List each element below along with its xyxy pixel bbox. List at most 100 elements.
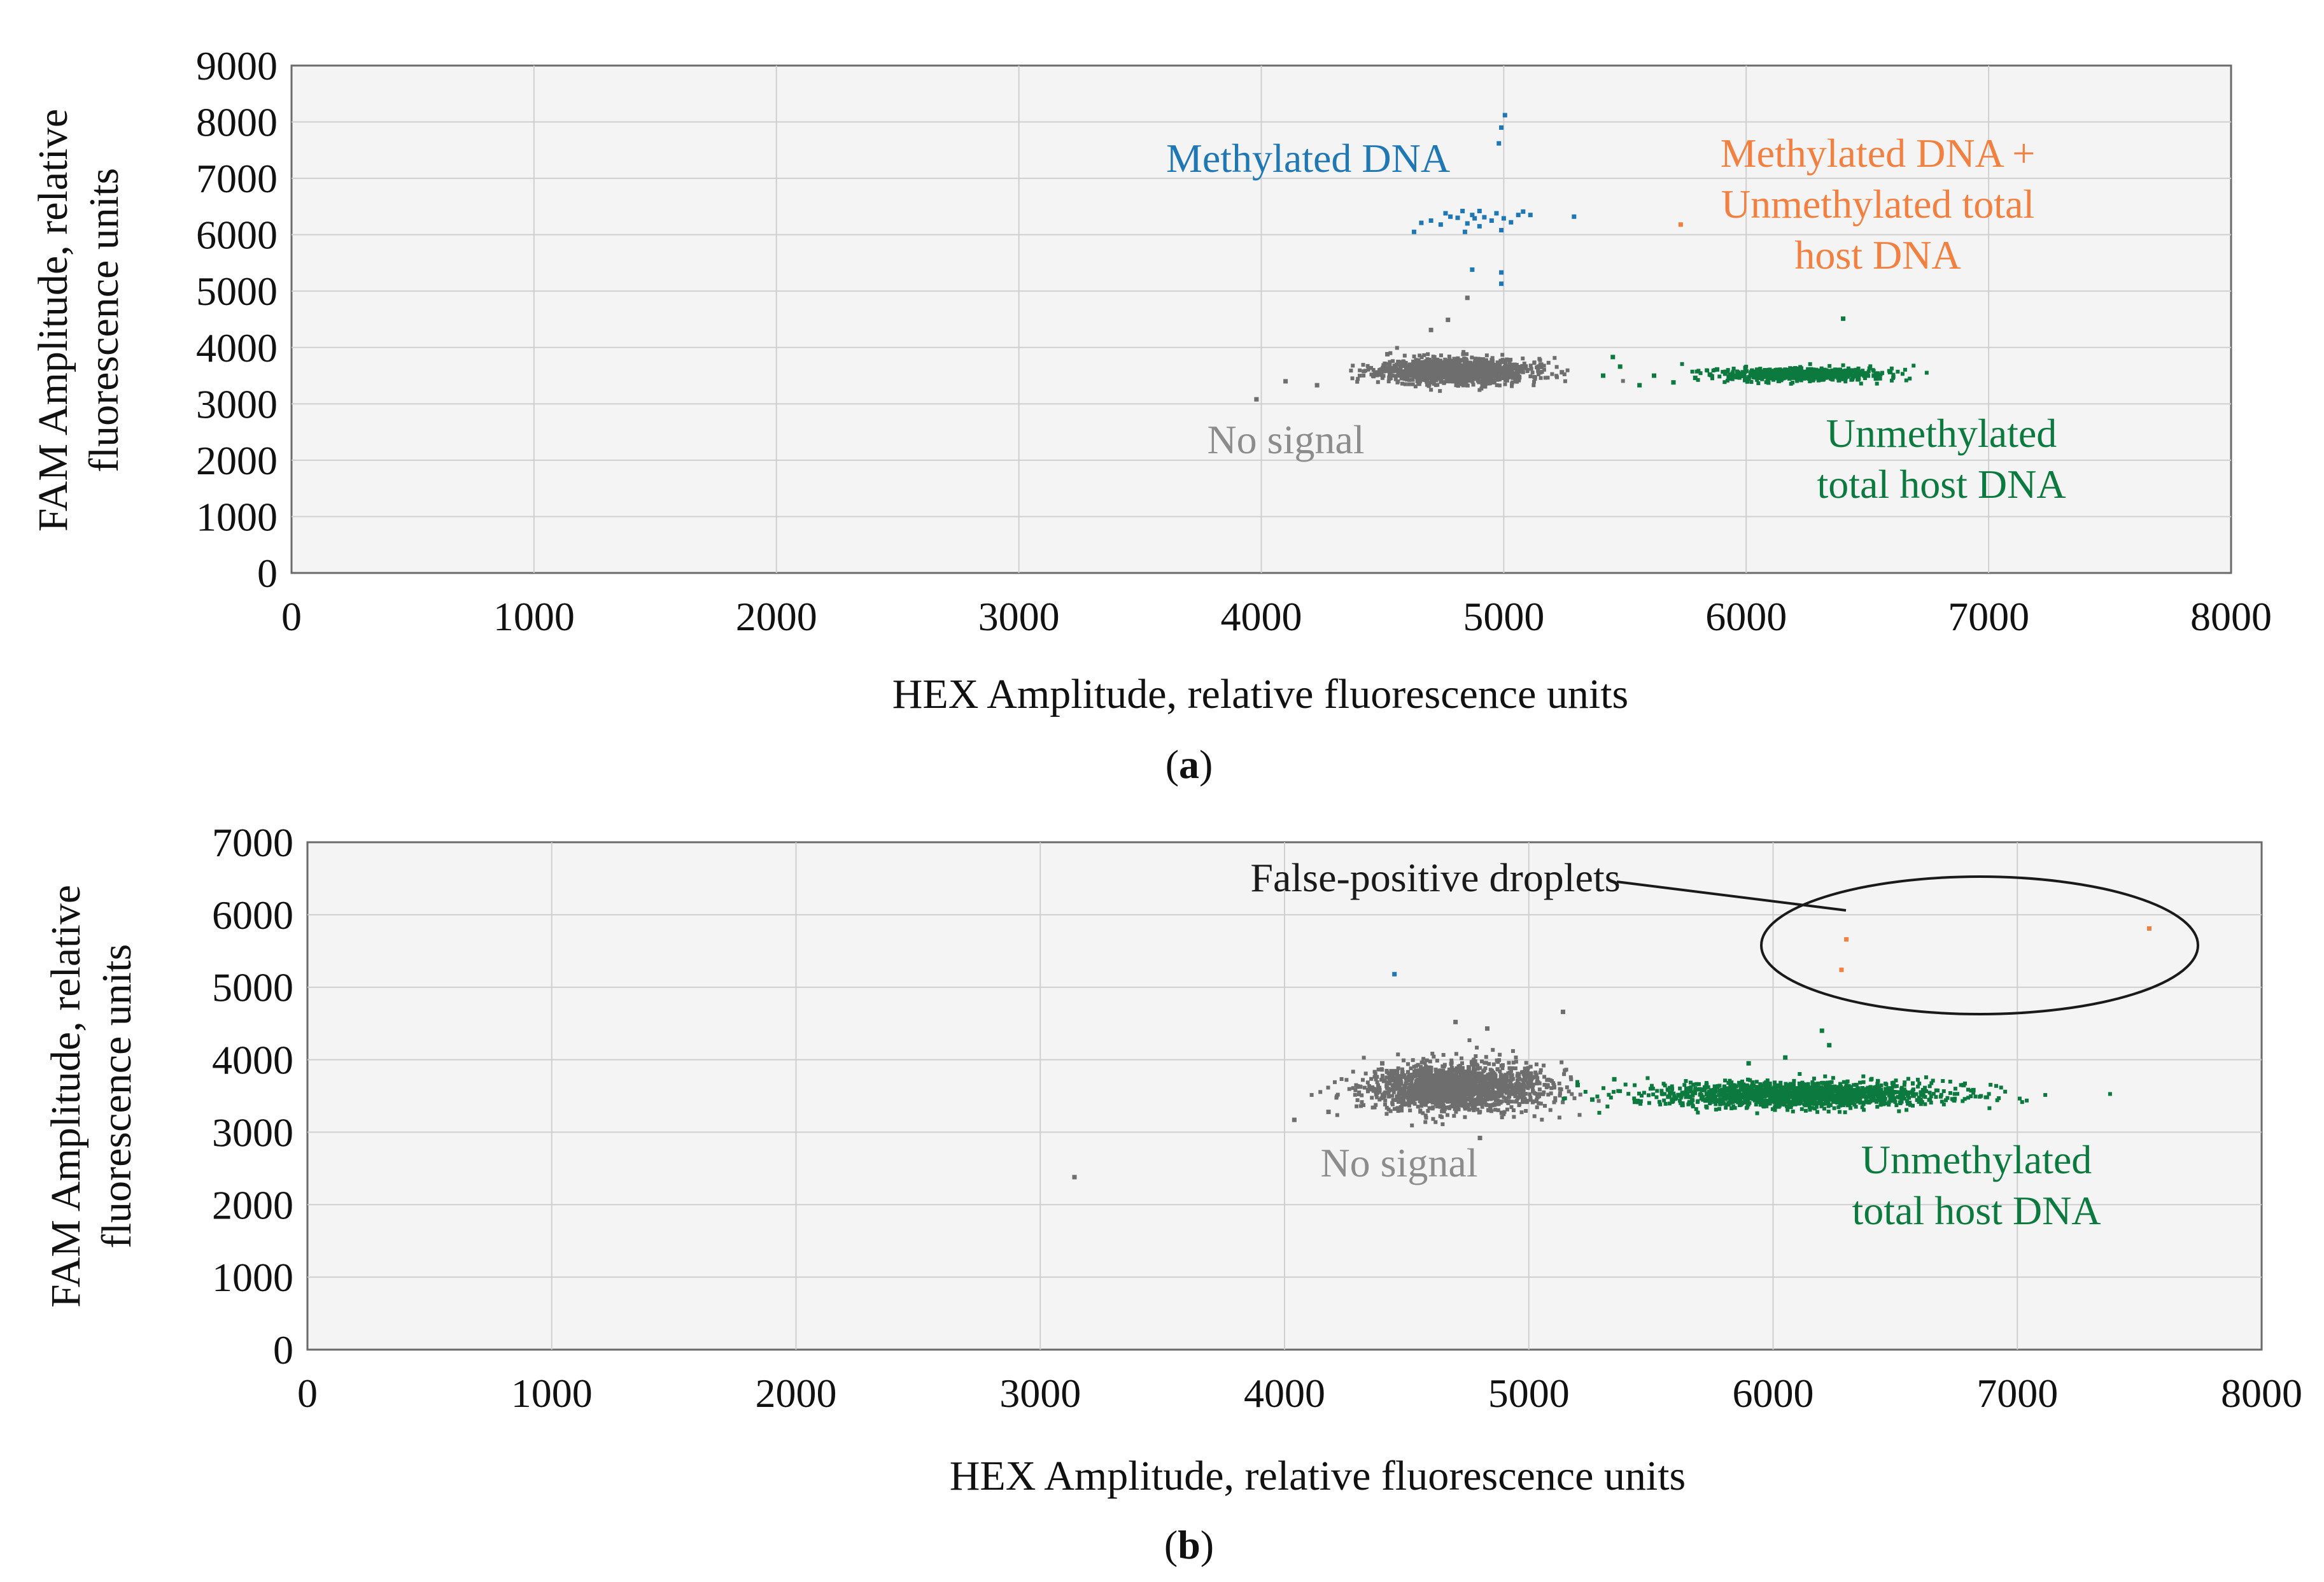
data-point xyxy=(1405,1102,1410,1106)
data-point xyxy=(1601,373,1606,378)
data-point xyxy=(1452,372,1456,376)
data-point xyxy=(1335,1113,1339,1117)
data-point xyxy=(1534,1062,1539,1066)
data-point xyxy=(1435,1104,1439,1108)
data-point xyxy=(1495,1067,1500,1071)
data-point xyxy=(1535,1095,1540,1099)
data-point xyxy=(1502,1095,1506,1099)
data-point xyxy=(1410,365,1414,369)
data-point xyxy=(1479,1059,1484,1064)
data-point xyxy=(1671,380,1676,385)
data-point xyxy=(1449,1083,1453,1087)
data-point xyxy=(1542,1083,1547,1087)
data-point xyxy=(1966,1087,1970,1092)
data-point xyxy=(1966,1096,1971,1100)
data-point xyxy=(1934,1095,1938,1099)
data-point xyxy=(1417,376,1421,381)
data-point xyxy=(1742,373,1747,378)
data-point xyxy=(1514,1099,1519,1103)
data-point xyxy=(1518,1087,1522,1091)
data-point xyxy=(1446,379,1450,384)
data-point xyxy=(1637,1091,1641,1096)
data-point xyxy=(1512,1115,1516,1119)
data-point xyxy=(1425,376,1429,380)
x-tick-labels-a: 0 1000 2000 3000 4000 5000 6000 7000 8000 xyxy=(281,594,2272,639)
data-point xyxy=(1376,1068,1381,1072)
data-point xyxy=(1490,1083,1495,1087)
data-point xyxy=(1406,1096,1411,1100)
data-point xyxy=(1505,357,1509,362)
data-point xyxy=(1449,1061,1454,1065)
data-point xyxy=(1621,379,1625,383)
data-point xyxy=(1399,1082,1404,1086)
data-point xyxy=(1521,1087,1526,1092)
data-point xyxy=(1567,1089,1571,1094)
data-point xyxy=(1515,1074,1519,1078)
data-point xyxy=(1538,1070,1542,1075)
data-point xyxy=(1384,369,1388,373)
data-point xyxy=(1432,365,1437,370)
data-point xyxy=(1768,369,1773,374)
data-point xyxy=(1475,378,1480,383)
data-point xyxy=(1679,1096,1683,1100)
data-point xyxy=(1508,1070,1512,1075)
data-point xyxy=(1485,374,1489,379)
data-point xyxy=(1395,1080,1399,1085)
data-point xyxy=(1422,353,1426,357)
data-point xyxy=(1425,379,1429,383)
data-point xyxy=(1672,1094,1677,1098)
data-point xyxy=(1752,371,1756,375)
data-point xyxy=(1782,1103,1786,1107)
data-point xyxy=(1802,370,1806,374)
data-point xyxy=(1412,1064,1416,1069)
data-point xyxy=(1601,1086,1605,1091)
data-point xyxy=(1445,361,1449,365)
data-point xyxy=(1386,1107,1391,1112)
data-point xyxy=(1365,1080,1370,1085)
data-point xyxy=(1511,1108,1516,1112)
data-point xyxy=(1889,366,1894,371)
data-point xyxy=(1756,370,1761,374)
data-point xyxy=(1439,1096,1444,1100)
data-point xyxy=(1456,1081,1460,1085)
x-tick-label: 6000 xyxy=(1705,594,1787,639)
data-point xyxy=(1380,1061,1384,1066)
data-point xyxy=(1849,1106,1853,1110)
data-point xyxy=(1475,1066,1480,1071)
data-point xyxy=(1531,1099,1535,1104)
data-point xyxy=(1489,218,1494,223)
data-point xyxy=(1486,1108,1491,1113)
data-point xyxy=(1507,1061,1511,1065)
data-point xyxy=(1731,373,1735,378)
data-point xyxy=(1778,1080,1783,1085)
data-point xyxy=(1439,1087,1443,1092)
data-point xyxy=(1565,368,1570,372)
data-point xyxy=(1726,374,1731,379)
data-point xyxy=(1891,374,1896,379)
data-point xyxy=(1468,1100,1473,1105)
data-point xyxy=(1431,355,1435,359)
data-point xyxy=(1507,375,1511,379)
data-point xyxy=(1467,1108,1472,1112)
data-point xyxy=(1456,374,1460,379)
data-point xyxy=(1717,1106,1722,1111)
data-point xyxy=(1426,1089,1430,1093)
data-point xyxy=(1511,374,1516,379)
data-point xyxy=(1507,1066,1512,1070)
data-point xyxy=(1464,1090,1468,1094)
data-point xyxy=(1884,1087,1888,1091)
data-point xyxy=(1484,371,1488,376)
data-point xyxy=(1755,1111,1759,1115)
data-point xyxy=(1715,367,1720,372)
data-point xyxy=(1381,1095,1386,1099)
data-point xyxy=(1810,372,1814,377)
data-point xyxy=(1465,1073,1469,1078)
series-no-signal xyxy=(1072,1009,1601,1180)
data-point xyxy=(1451,1104,1455,1108)
data-point xyxy=(1463,1115,1467,1119)
data-point xyxy=(1612,1090,1616,1094)
data-point xyxy=(1810,374,1814,379)
data-point xyxy=(1746,377,1750,381)
data-point xyxy=(1808,362,1812,366)
data-point xyxy=(1386,1094,1391,1099)
